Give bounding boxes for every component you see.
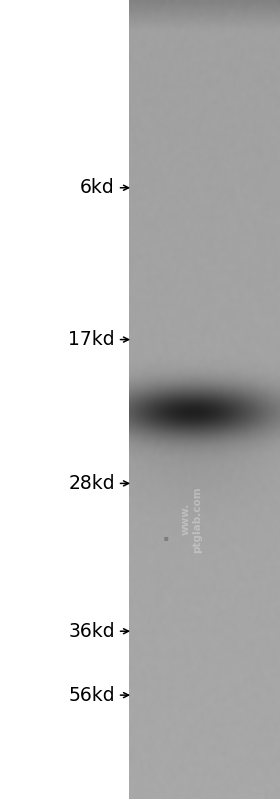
Text: 17kd: 17kd <box>68 330 115 349</box>
Text: 36kd: 36kd <box>68 622 115 641</box>
Text: 28kd: 28kd <box>68 474 115 493</box>
Text: 6kd: 6kd <box>80 178 115 197</box>
Text: www.
ptglab.com: www. ptglab.com <box>181 486 203 553</box>
Text: 56kd: 56kd <box>68 686 115 705</box>
